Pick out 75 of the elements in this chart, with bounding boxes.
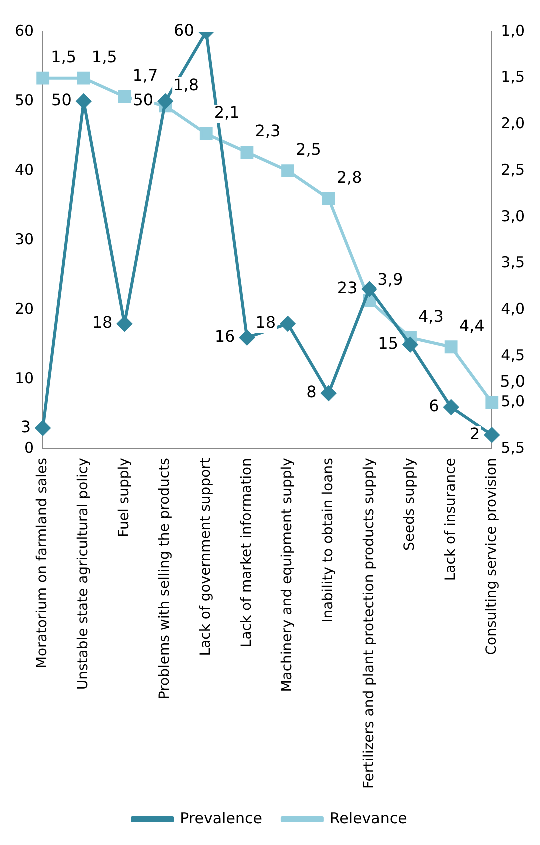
point <box>322 192 336 206</box>
point <box>158 94 174 110</box>
data-label: 50 <box>52 90 72 110</box>
y2-tick-label: 3,5 <box>501 254 526 272</box>
data-label: 18 <box>256 313 276 332</box>
point <box>77 72 90 85</box>
x-tick-label: Lack of insurance <box>442 458 459 582</box>
data-label: 50 <box>133 90 154 110</box>
point <box>321 386 336 401</box>
y-tick-label: 0 <box>24 438 34 457</box>
y-tick-label: 40 <box>14 160 34 179</box>
data-label: 8 <box>306 382 317 402</box>
x-tick-label: Consulting service provision <box>484 458 500 656</box>
y2-tick-label: 4,0 <box>501 300 526 318</box>
x-tick-label: Seeds supply <box>402 458 418 551</box>
data-label: 60 <box>174 21 194 40</box>
point <box>486 396 499 410</box>
y-tick-label: 50 <box>14 91 34 110</box>
y2-tick-label: 2,5 <box>501 160 526 179</box>
data-label: 2,1 <box>214 103 240 122</box>
data-label: 18 <box>92 313 113 332</box>
point <box>403 337 418 352</box>
point <box>200 128 213 140</box>
data-label: 1,5 <box>92 48 118 66</box>
point <box>117 316 132 332</box>
x-tick-label: Unstable state agricultural policy <box>76 458 92 690</box>
y2-tick-label: 5,0 <box>501 392 526 411</box>
x-tick-label: Inability to obtain loans <box>320 458 336 623</box>
data-label: 1,8 <box>174 75 200 94</box>
y2-tick-label: 1,5 <box>501 68 526 86</box>
point <box>484 428 500 443</box>
data-label: 16 <box>214 327 236 346</box>
point <box>280 316 296 332</box>
y2-tick-label: 2,0 <box>501 114 526 133</box>
point <box>118 90 132 104</box>
point <box>36 420 51 436</box>
point <box>240 330 255 346</box>
x-tick-label: Machinery and equipment supply <box>280 458 296 692</box>
data-label: 2 <box>470 424 480 444</box>
legend-label: Relevance <box>330 809 408 828</box>
data-label: 3,9 <box>378 270 404 289</box>
y2-tick-label: 5,5 <box>501 438 526 457</box>
x-tick-label: Fertilizers and plant protection products supply <box>361 458 378 790</box>
data-label: 1,7 <box>132 66 158 86</box>
y-tick-label: 10 <box>14 369 34 388</box>
data-label: 6 <box>429 396 440 416</box>
point <box>240 146 254 159</box>
point <box>362 282 378 297</box>
y-tick-label: 20 <box>14 300 34 318</box>
x-tick-label: Lack of government support <box>198 458 214 656</box>
y2-tick-label: 3,0 <box>501 207 526 226</box>
data-label: 3 <box>20 417 32 436</box>
x-tick-label: Fuel supply <box>116 458 132 538</box>
y-tick-label: 30 <box>14 230 34 248</box>
x-tick-label: Moratorium on farmland sales <box>34 458 51 669</box>
data-label: 2,5 <box>296 140 322 160</box>
y2-tick-label: 1,0 <box>501 22 526 40</box>
y-tick-label: 60 <box>14 22 34 40</box>
data-label: 4,3 <box>418 307 444 326</box>
data-label: 23 <box>337 278 358 298</box>
y2-tick-label: 4,5 <box>501 346 526 364</box>
point <box>444 400 459 415</box>
legend-label: Prevalence <box>180 809 262 828</box>
data-label: 1,5 <box>51 48 77 66</box>
data-label: 5,0 <box>500 372 526 391</box>
point <box>76 94 92 110</box>
data-label: 2,3 <box>255 122 281 141</box>
point <box>282 164 294 178</box>
point <box>444 340 458 354</box>
data-label: 2,8 <box>336 168 362 187</box>
x-tick-label: Lack of market information <box>238 458 255 648</box>
data-label: 4,4 <box>459 316 485 336</box>
x-tick-label: Problems with selling the products <box>157 458 174 700</box>
data-label: 15 <box>378 334 398 353</box>
point <box>36 72 50 85</box>
